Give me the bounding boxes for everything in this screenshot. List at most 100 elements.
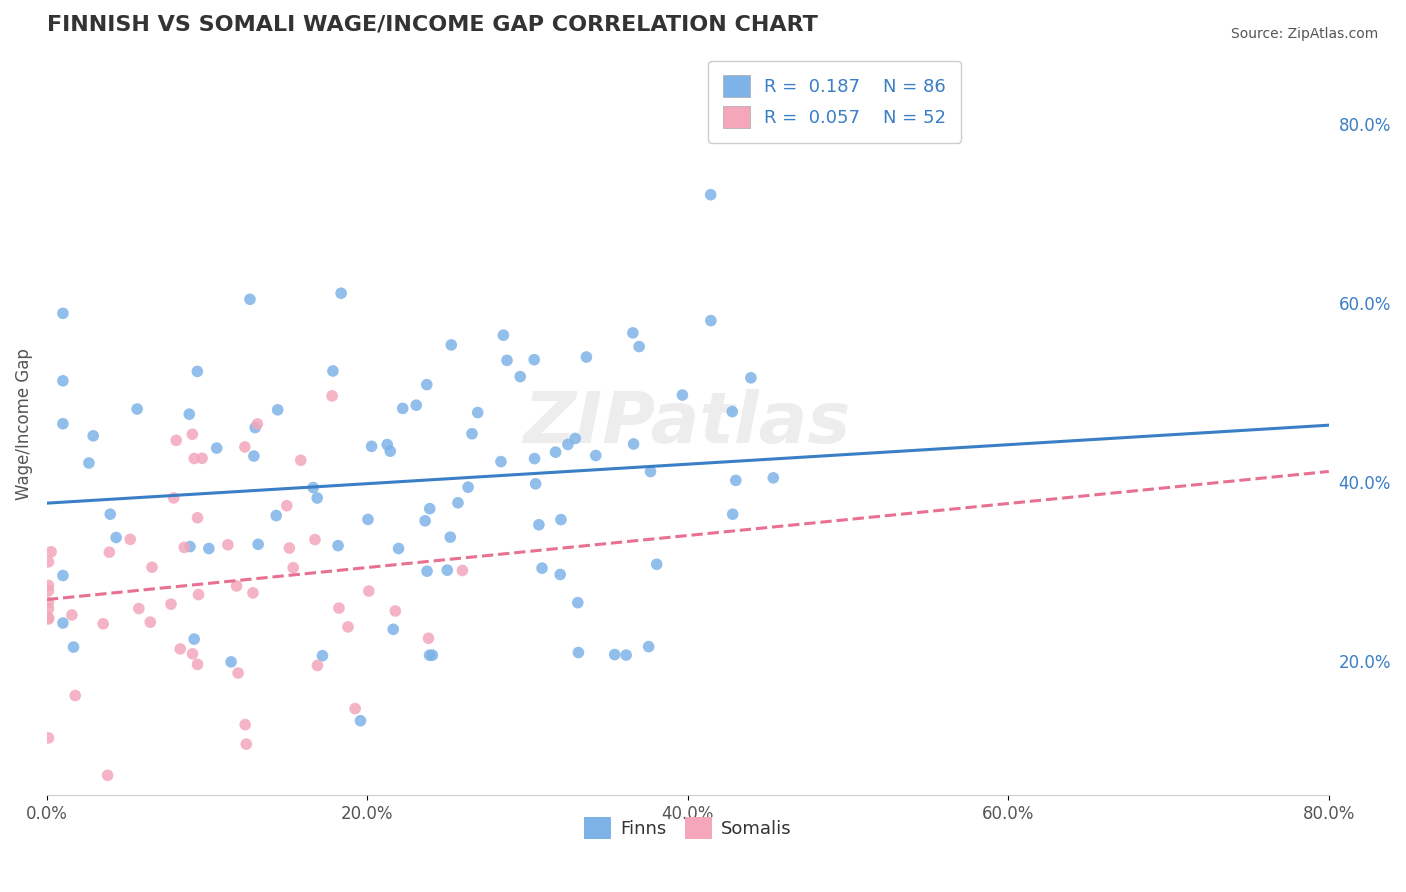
Point <box>239 293 262 307</box>
Point <box>246 417 269 431</box>
Point <box>37 595 59 609</box>
Point <box>243 449 266 463</box>
Point <box>489 454 512 468</box>
Point <box>384 604 406 618</box>
Point <box>198 541 221 556</box>
Point <box>302 481 325 495</box>
Point <box>420 648 443 663</box>
Point <box>492 328 515 343</box>
Point <box>98 507 121 521</box>
Point <box>550 513 572 527</box>
Point <box>416 377 439 392</box>
Point <box>575 350 598 364</box>
Point <box>264 508 287 523</box>
Point <box>278 541 301 555</box>
Point <box>37 583 59 598</box>
Point <box>141 560 163 574</box>
Point <box>527 517 550 532</box>
Point <box>311 648 333 663</box>
Point <box>439 530 461 544</box>
Point <box>699 187 721 202</box>
Point <box>375 437 398 451</box>
Point <box>621 326 644 340</box>
Point <box>82 429 104 443</box>
Point <box>304 533 326 547</box>
Point <box>37 555 59 569</box>
Point <box>645 558 668 572</box>
Point <box>233 717 256 731</box>
Point <box>186 364 208 378</box>
Point <box>637 640 659 654</box>
Point <box>283 560 305 574</box>
Point <box>52 615 75 630</box>
Point <box>37 612 59 626</box>
Point <box>544 445 567 459</box>
Point <box>382 622 405 636</box>
Point <box>451 564 474 578</box>
Point <box>640 465 662 479</box>
Point <box>614 648 637 662</box>
Point <box>187 588 209 602</box>
Point <box>413 514 436 528</box>
Point <box>276 499 298 513</box>
Point <box>173 541 195 555</box>
Point <box>127 402 149 417</box>
Point <box>37 731 59 745</box>
Legend: Finns, Somalis: Finns, Somalis <box>576 809 799 846</box>
Text: FINNISH VS SOMALI WAGE/INCOME GAP CORRELATION CHART: FINNISH VS SOMALI WAGE/INCOME GAP CORREL… <box>46 15 818 35</box>
Point <box>52 306 75 320</box>
Point <box>700 313 723 327</box>
Point <box>721 507 744 521</box>
Point <box>603 648 626 662</box>
Point <box>326 539 349 553</box>
Point <box>419 501 441 516</box>
Point <box>186 510 208 524</box>
Point <box>98 545 121 559</box>
Point <box>523 451 546 466</box>
Point <box>391 401 413 416</box>
Point <box>226 665 249 680</box>
Point <box>179 540 201 554</box>
Point <box>160 597 183 611</box>
Point <box>567 646 589 660</box>
Point <box>567 596 589 610</box>
Point <box>242 586 264 600</box>
Point <box>322 364 344 378</box>
Point <box>307 491 329 505</box>
Point <box>91 616 114 631</box>
Point <box>416 564 439 578</box>
Point <box>585 449 607 463</box>
Point <box>307 658 329 673</box>
Point <box>52 417 75 431</box>
Point <box>183 632 205 646</box>
Point <box>671 388 693 402</box>
Point <box>243 420 266 434</box>
Point <box>330 286 353 301</box>
Point <box>235 737 257 751</box>
Point <box>181 647 204 661</box>
Point <box>447 496 470 510</box>
Text: ZIPatlas: ZIPatlas <box>524 389 852 458</box>
Point <box>623 437 645 451</box>
Point <box>336 620 359 634</box>
Point <box>762 471 785 485</box>
Point <box>740 371 762 385</box>
Point <box>457 480 479 494</box>
Point <box>380 444 402 458</box>
Point <box>37 578 59 592</box>
Point <box>181 427 204 442</box>
Text: Source: ZipAtlas.com: Source: ZipAtlas.com <box>1230 27 1378 41</box>
Point <box>321 389 343 403</box>
Point <box>217 538 239 552</box>
Point <box>721 404 744 418</box>
Point <box>139 615 162 629</box>
Point <box>557 437 579 451</box>
Point <box>225 579 247 593</box>
Point <box>467 405 489 419</box>
Point <box>233 440 256 454</box>
Point <box>247 537 270 551</box>
Point <box>37 610 59 624</box>
Point <box>628 340 651 354</box>
Point <box>436 563 458 577</box>
Point <box>524 476 547 491</box>
